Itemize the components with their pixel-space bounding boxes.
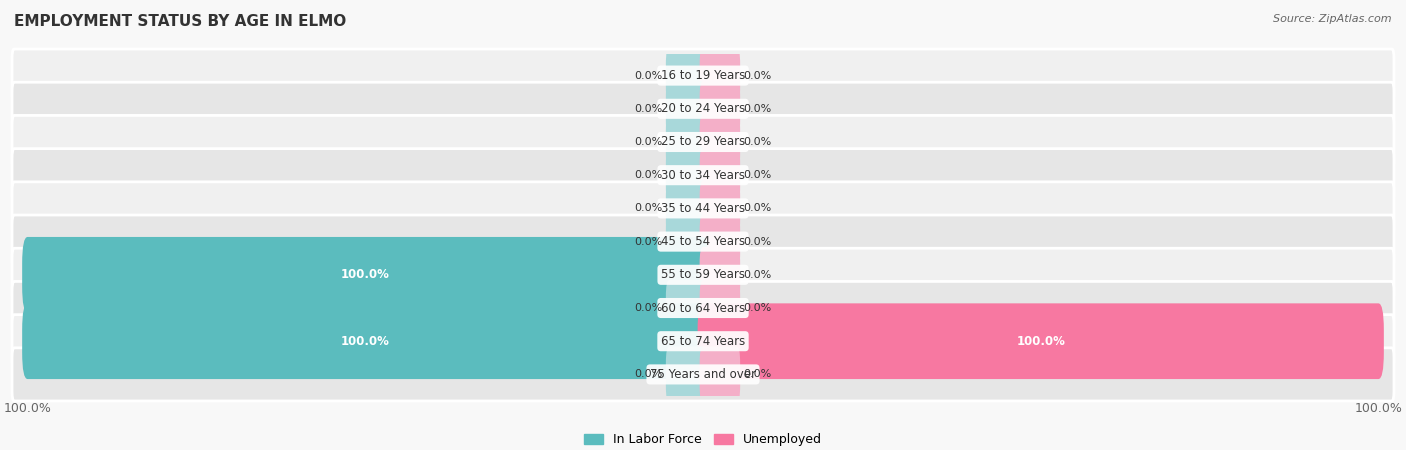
FancyBboxPatch shape	[13, 315, 1393, 368]
FancyBboxPatch shape	[697, 303, 1384, 379]
FancyBboxPatch shape	[700, 114, 740, 170]
Text: 0.0%: 0.0%	[634, 137, 662, 147]
FancyBboxPatch shape	[13, 148, 1393, 202]
FancyBboxPatch shape	[700, 247, 740, 303]
Text: 0.0%: 0.0%	[744, 369, 772, 379]
FancyBboxPatch shape	[666, 280, 706, 336]
Text: EMPLOYMENT STATUS BY AGE IN ELMO: EMPLOYMENT STATUS BY AGE IN ELMO	[14, 14, 346, 28]
Text: 0.0%: 0.0%	[744, 203, 772, 213]
FancyBboxPatch shape	[666, 114, 706, 170]
FancyBboxPatch shape	[666, 214, 706, 270]
Text: 45 to 54 Years: 45 to 54 Years	[661, 235, 745, 248]
FancyBboxPatch shape	[666, 48, 706, 104]
Text: 20 to 24 Years: 20 to 24 Years	[661, 102, 745, 115]
Text: 35 to 44 Years: 35 to 44 Years	[661, 202, 745, 215]
FancyBboxPatch shape	[666, 147, 706, 203]
Text: 0.0%: 0.0%	[634, 104, 662, 114]
Text: 0.0%: 0.0%	[634, 71, 662, 81]
Text: 0.0%: 0.0%	[634, 170, 662, 180]
Text: 30 to 34 Years: 30 to 34 Years	[661, 169, 745, 182]
Text: 0.0%: 0.0%	[634, 303, 662, 313]
FancyBboxPatch shape	[22, 237, 709, 313]
Text: 0.0%: 0.0%	[744, 237, 772, 247]
FancyBboxPatch shape	[666, 81, 706, 137]
Text: 100.0%: 100.0%	[1017, 335, 1066, 348]
Legend: In Labor Force, Unemployed: In Labor Force, Unemployed	[579, 428, 827, 450]
Text: 0.0%: 0.0%	[634, 203, 662, 213]
FancyBboxPatch shape	[13, 49, 1393, 102]
Text: 16 to 19 Years: 16 to 19 Years	[661, 69, 745, 82]
FancyBboxPatch shape	[13, 348, 1393, 401]
FancyBboxPatch shape	[666, 346, 706, 402]
FancyBboxPatch shape	[13, 215, 1393, 268]
Text: Source: ZipAtlas.com: Source: ZipAtlas.com	[1274, 14, 1392, 23]
Text: 0.0%: 0.0%	[744, 270, 772, 280]
Text: 100.0%: 100.0%	[340, 268, 389, 281]
FancyBboxPatch shape	[13, 281, 1393, 334]
Text: 55 to 59 Years: 55 to 59 Years	[661, 268, 745, 281]
FancyBboxPatch shape	[700, 214, 740, 270]
Text: 100.0%: 100.0%	[340, 335, 389, 348]
FancyBboxPatch shape	[13, 182, 1393, 235]
FancyBboxPatch shape	[13, 116, 1393, 169]
Text: 0.0%: 0.0%	[744, 71, 772, 81]
Text: 0.0%: 0.0%	[744, 303, 772, 313]
FancyBboxPatch shape	[700, 147, 740, 203]
FancyBboxPatch shape	[13, 82, 1393, 135]
FancyBboxPatch shape	[700, 48, 740, 104]
Text: 0.0%: 0.0%	[634, 369, 662, 379]
Text: 60 to 64 Years: 60 to 64 Years	[661, 302, 745, 315]
Text: 0.0%: 0.0%	[744, 104, 772, 114]
Text: 0.0%: 0.0%	[634, 237, 662, 247]
Text: 0.0%: 0.0%	[744, 170, 772, 180]
FancyBboxPatch shape	[13, 248, 1393, 302]
FancyBboxPatch shape	[700, 81, 740, 137]
Text: 0.0%: 0.0%	[744, 137, 772, 147]
Text: 75 Years and over: 75 Years and over	[650, 368, 756, 381]
Text: 25 to 29 Years: 25 to 29 Years	[661, 135, 745, 148]
FancyBboxPatch shape	[700, 180, 740, 236]
FancyBboxPatch shape	[700, 346, 740, 402]
FancyBboxPatch shape	[666, 180, 706, 236]
Text: 65 to 74 Years: 65 to 74 Years	[661, 335, 745, 348]
FancyBboxPatch shape	[22, 303, 709, 379]
FancyBboxPatch shape	[700, 280, 740, 336]
